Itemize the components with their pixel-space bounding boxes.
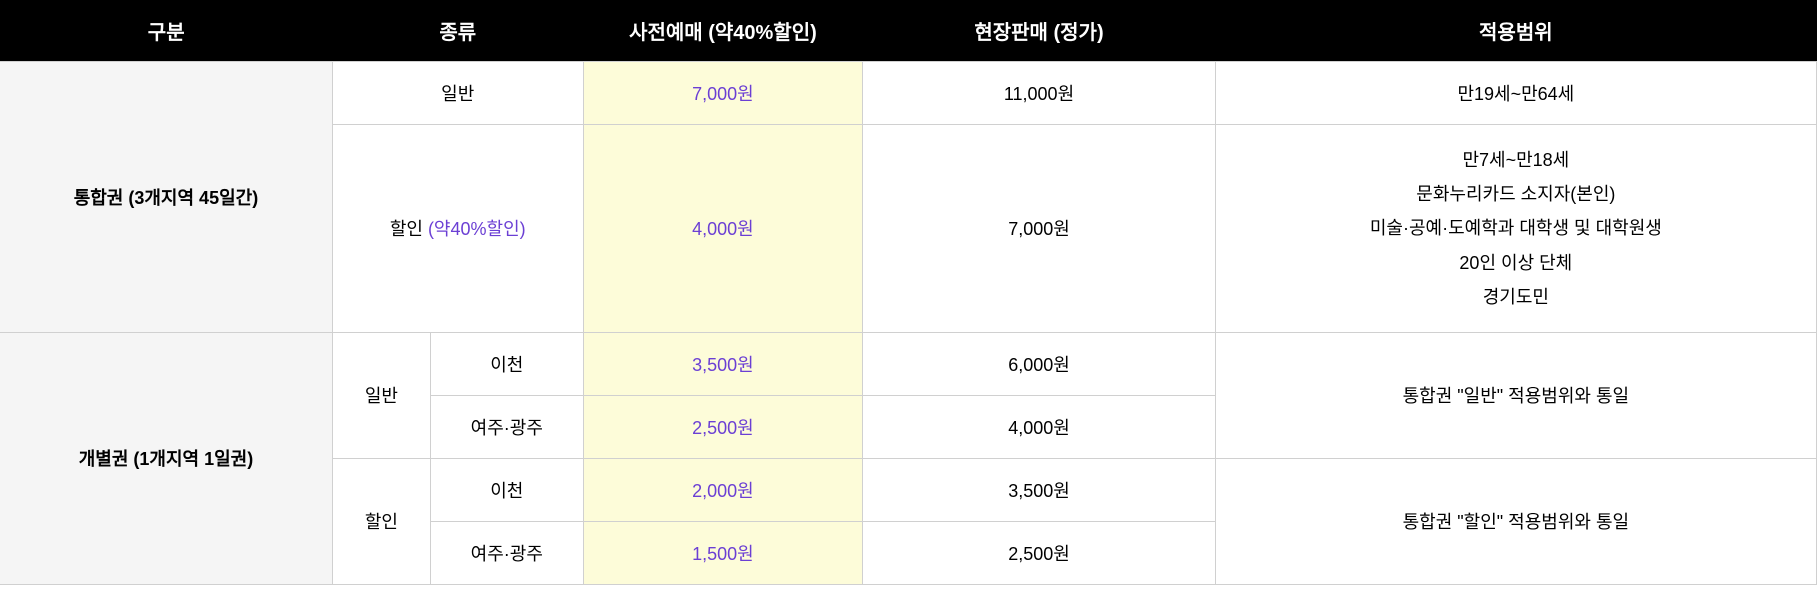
section2-groupB-row2-presale: 1,500원 [583,521,863,584]
section1-row2-presale: 4,000원 [583,125,863,333]
table-row: 통합권 (3개지역 45일간) 일반 7,000원 11,000원 만19세~만… [0,62,1817,125]
section2-groupB-row2-onsite: 2,500원 [863,521,1215,584]
section2-title: 개별권 (1개지역 1일권) [0,332,332,584]
section2-groupA-row1-onsite: 6,000원 [863,332,1215,395]
section1-title: 통합권 (3개지역 45일간) [0,62,332,333]
table-header-row: 구분 종류 사전예매 (약40%할인) 현장판매 (정가) 적용범위 [0,0,1817,62]
type-note: (약40%할인) [428,219,526,239]
header-presale: 사전예매 (약40%할인) [583,0,863,62]
section2-groupA-scope: 통합권 "일반" 적용범위와 통일 [1215,332,1816,458]
section2-groupB-row1-sub: 이천 [430,458,583,521]
section1-row1-type: 일반 [332,62,583,125]
header-type: 종류 [332,0,583,62]
section2-groupA-row2-presale: 2,500원 [583,395,863,458]
scope-line: 20인 이상 단체 [1228,246,1804,280]
scope-line: 문화누리카드 소지자(본인) [1228,177,1804,211]
section2-groupA-row1-presale: 3,500원 [583,332,863,395]
section2-groupA-label: 일반 [332,332,430,458]
section1-row2-scope: 만7세~만18세 문화누리카드 소지자(본인) 미술·공예·도예학과 대학생 및… [1215,125,1816,333]
header-onsite: 현장판매 (정가) [863,0,1215,62]
section2-groupB-row2-sub: 여주·광주 [430,521,583,584]
section1-row1-presale: 7,000원 [583,62,863,125]
type-prefix: 할인 [390,219,428,239]
table-row: 개별권 (1개지역 1일권) 일반 이천 3,500원 6,000원 통합권 "… [0,332,1817,395]
scope-line: 경기도민 [1228,280,1804,314]
scope-line: 만7세~만18세 [1228,143,1804,177]
section1-row1-onsite: 11,000원 [863,62,1215,125]
section2-groupA-row2-sub: 여주·광주 [430,395,583,458]
pricing-table: 구분 종류 사전예매 (약40%할인) 현장판매 (정가) 적용범위 통합권 (… [0,0,1817,585]
section2-groupA-row2-onsite: 4,000원 [863,395,1215,458]
section2-groupB-row1-presale: 2,000원 [583,458,863,521]
section2-groupB-row1-onsite: 3,500원 [863,458,1215,521]
section1-row2-onsite: 7,000원 [863,125,1215,333]
header-scope: 적용범위 [1215,0,1816,62]
section2-groupB-label: 할인 [332,458,430,584]
section2-groupA-row1-sub: 이천 [430,332,583,395]
scope-line: 미술·공예·도예학과 대학생 및 대학원생 [1228,211,1804,245]
section1-row1-scope: 만19세~만64세 [1215,62,1816,125]
header-category: 구분 [0,0,332,62]
section2-groupB-scope: 통합권 "할인" 적용범위와 통일 [1215,458,1816,584]
section1-row2-type: 할인 (약40%할인) [332,125,583,333]
